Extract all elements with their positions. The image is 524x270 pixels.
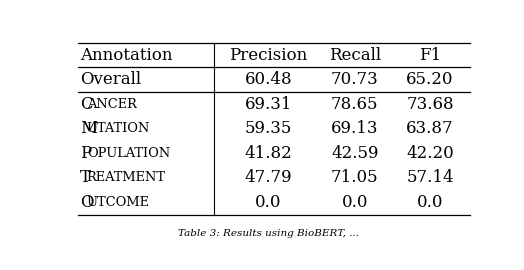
Text: 65.20: 65.20 [406, 71, 454, 88]
Text: 69.13: 69.13 [331, 120, 379, 137]
Text: Overall: Overall [80, 71, 141, 88]
Text: 0.0: 0.0 [417, 194, 443, 211]
Text: UTATION: UTATION [87, 122, 150, 135]
Text: 63.87: 63.87 [406, 120, 454, 137]
Text: F1: F1 [419, 46, 441, 63]
Text: OPULATION: OPULATION [87, 147, 170, 160]
Text: REATMENT: REATMENT [87, 171, 166, 184]
Text: 57.14: 57.14 [406, 169, 454, 186]
Text: 42.59: 42.59 [331, 145, 379, 162]
Text: 41.82: 41.82 [245, 145, 292, 162]
Text: 59.35: 59.35 [245, 120, 292, 137]
Text: 0.0: 0.0 [342, 194, 368, 211]
Text: Table 3: Results using BioBERT, ...: Table 3: Results using BioBERT, ... [178, 229, 359, 238]
Text: UTCOME: UTCOME [87, 196, 150, 209]
Text: ANCER: ANCER [87, 98, 137, 111]
Text: 0.0: 0.0 [255, 194, 282, 211]
Text: 73.68: 73.68 [406, 96, 454, 113]
Text: Recall: Recall [329, 46, 381, 63]
Text: P: P [80, 145, 91, 162]
Text: M: M [80, 120, 97, 137]
Text: 60.48: 60.48 [245, 71, 292, 88]
Text: C: C [80, 96, 92, 113]
Text: 47.79: 47.79 [245, 169, 292, 186]
Text: 70.73: 70.73 [331, 71, 379, 88]
Text: O: O [80, 194, 93, 211]
Text: 69.31: 69.31 [245, 96, 292, 113]
Text: 42.20: 42.20 [406, 145, 454, 162]
Text: Precision: Precision [230, 46, 308, 63]
Text: T: T [80, 169, 91, 186]
Text: 71.05: 71.05 [331, 169, 379, 186]
Text: Annotation: Annotation [80, 46, 172, 63]
Text: 78.65: 78.65 [331, 96, 379, 113]
